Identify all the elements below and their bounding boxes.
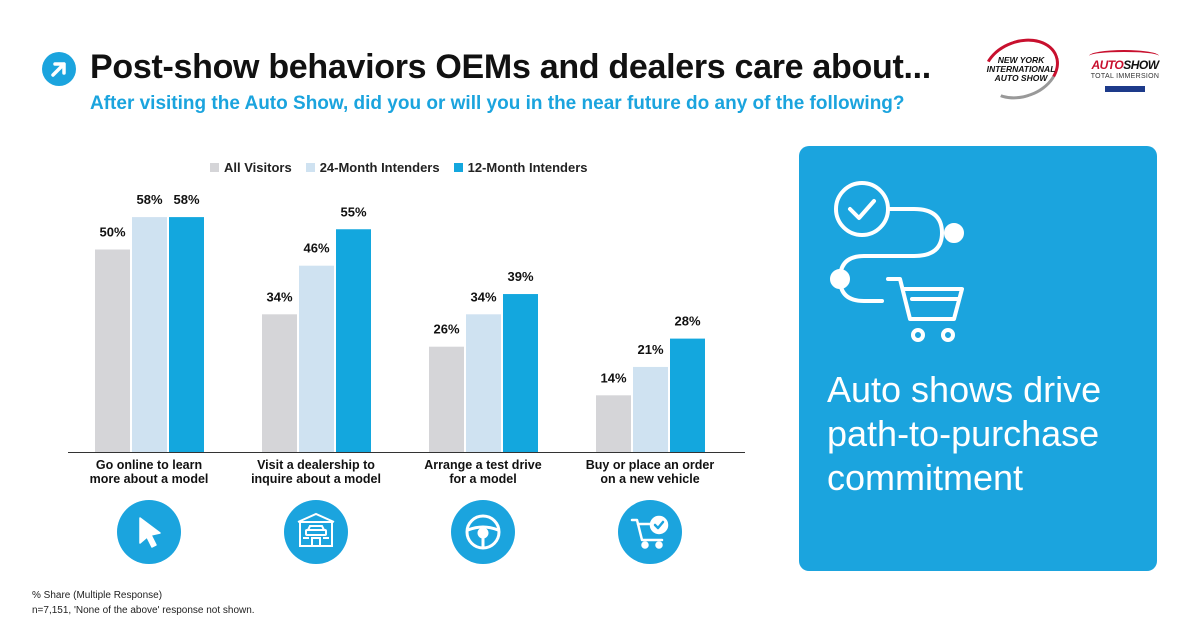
dealership-icon (284, 500, 348, 564)
page-subtitle: After visiting the Auto Show, did you or… (90, 93, 905, 114)
data-label-all-visitors-2: 34% (266, 289, 292, 304)
data-label-all-visitors-4: 14% (600, 370, 626, 385)
legend-swatch (305, 163, 315, 172)
bar-all-visitors-4 (596, 395, 631, 452)
arrow-badge-icon (42, 52, 76, 86)
bar-12-month-intenders-1 (169, 217, 204, 452)
cart-check-icon (618, 500, 682, 564)
chart-legend: All Visitors 24-Month Intenders 12-Month… (210, 160, 588, 175)
bar-12-month-intenders-4 (670, 338, 705, 452)
bar-all-visitors-3 (429, 346, 464, 452)
footnote-line: % Share (Multiple Response) (32, 590, 163, 601)
data-label-12-month-intenders-2: 55% (340, 204, 366, 219)
data-label-24-month-intenders-3: 34% (470, 289, 496, 304)
callout-panel: Auto shows drive path-to-purchase commit… (799, 146, 1157, 571)
panel-headline: Auto shows drive path-to-purchase commit… (827, 369, 1102, 498)
cursor-icon (117, 500, 181, 564)
category-label: Buy or place an order on a new vehicle (585, 458, 715, 486)
legend-item-all-visitors: All Visitors (210, 160, 292, 175)
legend-item-24-month: 24-Month Intenders (305, 160, 440, 175)
bar-24-month-intenders-3 (466, 314, 501, 452)
data-label-24-month-intenders-4: 21% (637, 342, 663, 357)
page-title: Post-show behaviors OEMs and dealers car… (90, 48, 931, 86)
data-label-24-month-intenders-1: 58% (136, 192, 162, 207)
data-label-12-month-intenders-1: 58% (173, 192, 199, 207)
bar-chart: 50% 58% 58% 34% 46% 55% 26% 34% 39% 14% 21% 28% (68, 192, 745, 453)
steering-wheel-icon (451, 500, 515, 564)
legend-swatch (210, 163, 219, 172)
legend-item-12-month: 12-Month Intenders (453, 160, 588, 175)
data-label-all-visitors-3: 26% (433, 322, 459, 337)
category-label: Arrange a test drive for a model (424, 458, 542, 486)
legend-swatch (453, 163, 463, 172)
nyias-logo-text: NEW YORK INTERNATIONAL AUTO SHOW (986, 55, 1056, 83)
category-label: Visit a dealership to inquire about a mod… (251, 458, 381, 486)
autoshow-logo: AUTOSHOW TOTAL IMMERSION (1085, 50, 1165, 100)
bar-all-visitors-1 (95, 249, 130, 452)
bar-all-visitors-2 (262, 314, 297, 452)
footnotes: % Share (Multiple Response) n=7,151, 'No… (32, 588, 255, 618)
data-label-12-month-intenders-3: 39% (507, 269, 533, 284)
bar-24-month-intenders-1 (132, 217, 167, 452)
nyias-logo: NEW YORK INTERNATIONAL AUTO SHOW (974, 28, 1068, 110)
bar-24-month-intenders-4 (633, 366, 668, 452)
footnote-line: n=7,151, 'None of the above' response no… (32, 605, 255, 616)
bar-12-month-intenders-3 (503, 294, 538, 452)
category-label: Go online to learn more about a model (89, 458, 209, 486)
data-label-12-month-intenders-4: 28% (674, 314, 700, 329)
purchase-journey-icon (830, 181, 964, 342)
data-label-all-visitors-1: 50% (99, 225, 125, 240)
bar-24-month-intenders-2 (299, 265, 334, 452)
autoshow-logo-sub: TOTAL IMMERSION (1090, 73, 1160, 80)
data-label-24-month-intenders-2: 46% (303, 241, 329, 256)
bar-12-month-intenders-2 (336, 229, 371, 452)
